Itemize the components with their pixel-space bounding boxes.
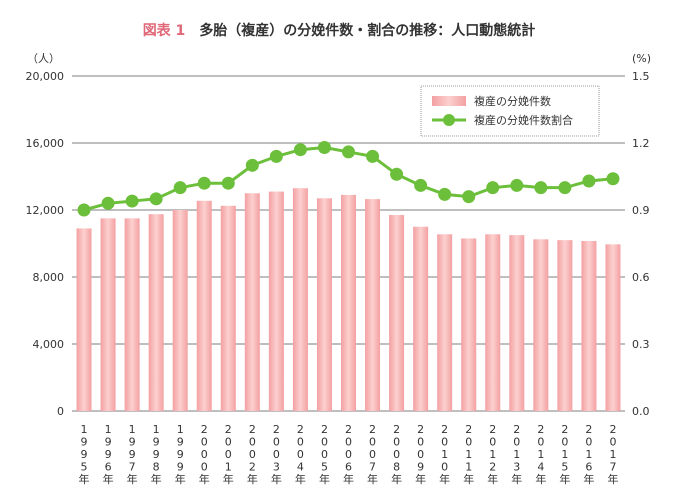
ratio-point-2007年	[366, 149, 380, 163]
bar-1998年	[148, 214, 164, 411]
ratio-point-2002年	[245, 158, 259, 172]
y-right-tick-label: 1.5	[632, 70, 650, 83]
y-right-tick-label: 0.6	[632, 271, 650, 284]
chart-title: 図表 1 多胎（複産）の分娩件数・割合の推移：人口動態統計	[0, 20, 678, 40]
bar-2006年	[341, 194, 356, 411]
bar-2016年	[581, 240, 597, 411]
ratio-point-2003年	[269, 149, 283, 163]
bar-2001年	[220, 205, 236, 411]
ratio-point-2005年	[317, 140, 331, 154]
ratio-point-1997年	[125, 194, 139, 208]
y-left-tick-label: 0	[57, 405, 64, 418]
bar-1999年	[172, 210, 188, 411]
bar-2008年	[389, 215, 405, 411]
ratio-point-2009年	[414, 178, 428, 192]
bar-2015年	[557, 240, 573, 411]
bar-2003年	[268, 191, 284, 411]
ratio-point-2000年	[197, 176, 211, 190]
legend-bar-swatch	[432, 96, 466, 106]
title-text: 多胎（複産）の分娩件数・割合の推移：人口動態統計	[199, 23, 536, 39]
ratio-point-2013年	[510, 178, 524, 192]
figure-number: 図表 1	[142, 23, 186, 39]
ratio-point-1995年	[77, 203, 91, 217]
ratio-point-1996年	[101, 196, 115, 210]
bar-2012年	[485, 234, 501, 411]
y-right-tick-label: 0.9	[632, 204, 650, 217]
y-right-tick-label: 0.3	[632, 338, 650, 351]
ratio-point-2012年	[486, 181, 500, 195]
ratio-point-2006年	[342, 145, 355, 159]
bar-1997年	[124, 218, 140, 411]
bar-1996年	[100, 218, 116, 411]
ratio-point-1999年	[173, 181, 187, 195]
bar-2007年	[365, 199, 381, 411]
bar-2002年	[244, 193, 260, 411]
y-left-tick-label: 20,000	[26, 70, 65, 83]
legend: 複産の分娩件数 複産の分娩件数割合	[420, 85, 600, 137]
y-right-tick-label: 1.2	[632, 137, 650, 150]
ratio-point-2014年	[534, 181, 548, 195]
y-left-tick-label: 8,000	[33, 271, 65, 284]
bar-1995年	[76, 228, 92, 411]
bar-2009年	[413, 226, 429, 411]
ratio-point-2015年	[558, 181, 572, 195]
ratio-point-2001年	[221, 176, 235, 190]
legend-label-bar: 複産の分娩件数	[474, 94, 551, 108]
legend-marker	[443, 114, 455, 126]
bar-2011年	[461, 238, 477, 411]
legend-label-line: 複産の分娩件数割合	[474, 113, 573, 127]
bar-2005年	[316, 198, 332, 411]
y-right-unit: (%)	[632, 52, 651, 65]
ratio-point-2004年	[293, 143, 307, 157]
y-left-tick-label: 4,000	[33, 338, 65, 351]
ratio-point-2016年	[582, 174, 596, 188]
ratio-point-2011年	[462, 190, 476, 204]
y-left-tick-label: 16,000	[26, 137, 65, 150]
bar-2013年	[509, 235, 525, 411]
ratio-point-2008年	[390, 167, 404, 181]
y-right-tick-label: 0.0	[632, 405, 650, 418]
bar-2010年	[437, 234, 453, 411]
bar-2014年	[533, 239, 549, 411]
ratio-point-2017年	[606, 172, 620, 186]
bar-2000年	[196, 200, 212, 411]
ratio-point-1998年	[149, 192, 163, 206]
ratio-point-2010年	[438, 187, 452, 201]
bar-2004年	[292, 188, 308, 411]
y-left-tick-label: 12,000	[26, 204, 65, 217]
bar-2017年	[605, 244, 621, 411]
y-left-unit: （人）	[27, 52, 60, 65]
